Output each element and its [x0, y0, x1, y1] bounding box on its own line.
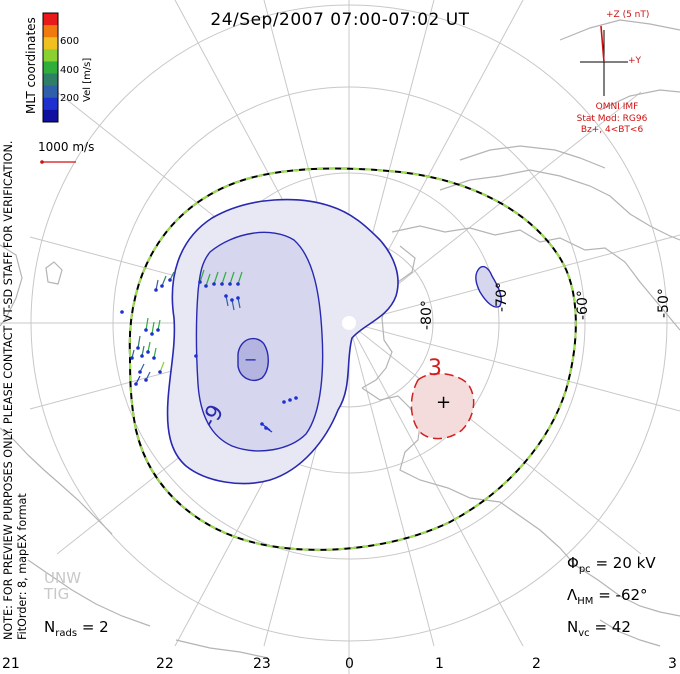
- colorbar-segment: [43, 25, 58, 38]
- colorbar-tick: 600: [60, 36, 80, 47]
- mlt-label: 0: [345, 656, 354, 672]
- phi-sub: pc: [578, 564, 591, 575]
- colorbar-segment: [43, 49, 58, 62]
- imf-bz: Bz+, 4<BT<6: [580, 125, 644, 135]
- watermark-line: UNW: [44, 569, 82, 587]
- potential-readout: Φpc = 20 kV: [567, 554, 656, 575]
- hm-boundary-readout: ΛHM = -62°: [567, 586, 648, 607]
- map-title: 24/Sep/2007 07:00-07:02 UT: [210, 10, 470, 30]
- positive-cell: [410, 372, 475, 440]
- scale-vector-label: 1000 m/s: [38, 140, 95, 154]
- imf-model: Stat Mod: RG96: [576, 114, 648, 124]
- watermark-line: TIG: [44, 585, 70, 603]
- mlt-label: 21: [2, 656, 20, 672]
- imf-z-label: +Z (5 nT): [606, 10, 650, 20]
- min-marker: −: [244, 350, 258, 369]
- scale-vector: [40, 160, 76, 164]
- fit-order-label: FitOrder: 8, mapEX format: [16, 493, 29, 640]
- colorbar-segment: [43, 97, 58, 111]
- imf-title: OMNI IMF: [595, 102, 639, 112]
- colorbar-segment: [43, 61, 58, 75]
- radar-count-readout: Nrads = 2: [44, 618, 109, 639]
- imf-y-label: +Y: [628, 56, 642, 66]
- lambda-symbol: Λ: [567, 586, 578, 604]
- colorbar-tick: 200: [60, 93, 80, 104]
- lambda-value: = -62°: [598, 586, 648, 604]
- colorbar-segment: [43, 13, 58, 26]
- max-marker: +: [436, 392, 452, 413]
- nvc-value: = 42: [594, 618, 631, 636]
- small-negative-cell: [475, 265, 502, 308]
- nrads-sub: rads: [55, 628, 78, 639]
- nrads-value: = 2: [81, 618, 109, 636]
- colorbar-label: Vel [m/s]: [82, 57, 93, 102]
- imf-dial: [580, 25, 628, 96]
- phi-symbol: Φ: [567, 554, 579, 572]
- positive-contour-label: 3: [428, 356, 442, 381]
- colorbar-tick: 400: [60, 65, 80, 76]
- lat-label: -70°: [494, 282, 510, 312]
- preview-note: NOTE: FOR PREVIEW PURPOSES ONLY. PLEASE …: [2, 140, 15, 640]
- colorbar-segment: [43, 73, 58, 87]
- mlt-label: 3: [668, 656, 677, 672]
- lat-label: -50°: [656, 288, 672, 318]
- mlt-label: 22: [156, 656, 174, 672]
- negative-cell: [166, 198, 399, 485]
- colorbar-segment: [43, 85, 58, 99]
- lambda-sub: HM: [577, 596, 594, 607]
- lat-label: -80°: [419, 300, 435, 330]
- nvc-sub: vc: [578, 628, 590, 639]
- mlt-label: 2: [532, 656, 541, 672]
- hmb-boundary: [128, 167, 577, 551]
- velocity-colorbar: [43, 13, 58, 123]
- nvc-symbol: N: [567, 618, 579, 636]
- mlt-label: 1: [435, 656, 444, 672]
- colorbar-segment: [43, 37, 58, 50]
- mlt-label: 23: [253, 656, 271, 672]
- colorbar-frame: [42, 12, 59, 123]
- watermark: UNW TIG: [44, 570, 81, 602]
- coords-label: MLT coordinates: [24, 17, 38, 114]
- vector-count-readout: Nvc = 42: [567, 618, 631, 639]
- magnetic-pole-marker: [342, 316, 356, 330]
- vector-footpoints: [120, 278, 298, 430]
- nrads-symbol: N: [44, 618, 56, 636]
- colorbar-segment: [43, 109, 58, 123]
- phi-value: = 20 kV: [595, 554, 656, 572]
- lat-label: -60°: [575, 290, 591, 320]
